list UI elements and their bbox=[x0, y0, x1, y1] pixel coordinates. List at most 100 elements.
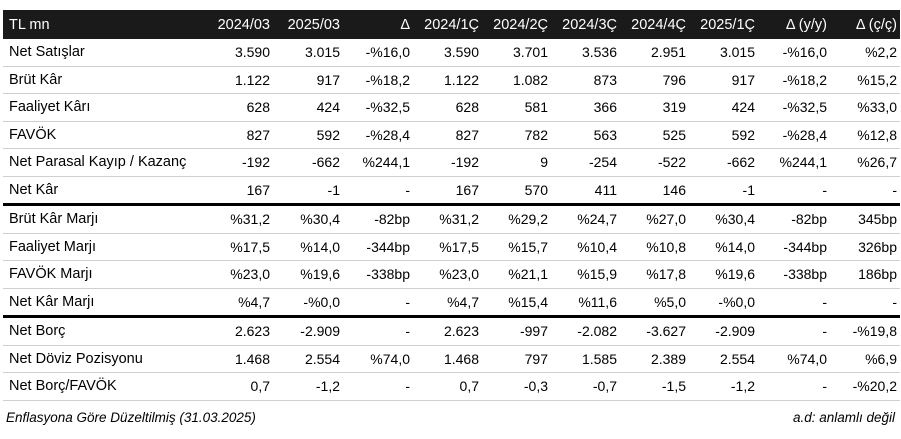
row-label: Brüt Kâr bbox=[3, 66, 203, 94]
table-cell: -997 bbox=[482, 315, 551, 346]
table-cell: - bbox=[758, 315, 830, 346]
table-cell: %33,0 bbox=[830, 93, 900, 122]
table-cell: %5,0 bbox=[620, 288, 689, 317]
table-cell: 917 bbox=[273, 66, 343, 94]
table-cell: 1.468 bbox=[203, 345, 273, 373]
table-cell: -0,3 bbox=[482, 372, 551, 401]
column-header: 2024/2Ç bbox=[482, 10, 551, 39]
table-cell: %2,2 bbox=[830, 39, 900, 67]
table-cell: -192 bbox=[413, 148, 482, 177]
table-cell: %14,0 bbox=[689, 233, 758, 261]
table-cell: - bbox=[830, 288, 900, 317]
table-cell: %21,1 bbox=[482, 260, 551, 289]
column-header: 2024/3Ç bbox=[551, 10, 620, 39]
table-cell: %27,0 bbox=[620, 203, 689, 234]
table-cell: -662 bbox=[689, 148, 758, 177]
table-cell: 167 bbox=[203, 176, 273, 205]
row-label: Faaliyet Marjı bbox=[3, 233, 203, 261]
table-cell: -%20,2 bbox=[830, 372, 900, 401]
table-cell: %74,0 bbox=[343, 345, 413, 373]
table-cell: - bbox=[758, 176, 830, 205]
table-cell: - bbox=[758, 372, 830, 401]
table-cell: -192 bbox=[203, 148, 273, 177]
table-cell: %15,4 bbox=[482, 288, 551, 317]
table-cell: %6,9 bbox=[830, 345, 900, 373]
table-cell: -1,2 bbox=[273, 372, 343, 401]
table-cell: -3.627 bbox=[620, 315, 689, 346]
column-header: Δ bbox=[343, 10, 413, 39]
table-row: Faaliyet Kârı 628 424 -%32,5 628 581 366 319 424… bbox=[3, 93, 900, 122]
table-cell: 2.554 bbox=[273, 345, 343, 373]
table-cell: - bbox=[758, 288, 830, 317]
table-row: Net Parasal Kayıp / Kazanç -192 -662 %244,1… bbox=[3, 148, 900, 177]
table-cell: %31,2 bbox=[413, 203, 482, 234]
table-cell: %17,8 bbox=[620, 260, 689, 289]
table-row: Net Borç/FAVÖK 0,7 -1,2-0,7 -0,3 -0,7 -1,5 -1,… bbox=[3, 372, 900, 401]
table-cell: %23,0 bbox=[203, 260, 273, 289]
table-cell: -%28,4 bbox=[758, 121, 830, 149]
table-cell: -338bp bbox=[343, 260, 413, 289]
table-cell: - bbox=[343, 176, 413, 205]
table-cell: %244,1 bbox=[343, 148, 413, 177]
table-cell: %26,7 bbox=[830, 148, 900, 177]
table-cell: 628 bbox=[413, 93, 482, 122]
footnote-abbreviation: a.d: anlamlı değil bbox=[792, 410, 895, 425]
table-cell: 167 bbox=[413, 176, 482, 205]
table-row: Net Kâr 167 -1-167 570 411 146 -1- - bbox=[3, 176, 900, 205]
table-cell: %17,5 bbox=[413, 233, 482, 261]
table-cell: 3.015 bbox=[273, 39, 343, 67]
table-cell: 326bp bbox=[830, 233, 900, 261]
table-cell: -1 bbox=[273, 176, 343, 205]
table-cell: 366 bbox=[551, 93, 620, 122]
table-cell: %244,1 bbox=[758, 148, 830, 177]
table-cell: 1.585 bbox=[551, 345, 620, 373]
table-row: Brüt Kâr 1.122 917 -%18,2 1.122 1.082 873 796 91… bbox=[3, 66, 900, 94]
table-cell: 563 bbox=[551, 121, 620, 149]
column-header: 2024/03 bbox=[203, 10, 273, 39]
table-cell: 570 bbox=[482, 176, 551, 205]
table-cell: - bbox=[343, 315, 413, 346]
table-cell: %19,6 bbox=[273, 260, 343, 289]
table-cell: %30,4 bbox=[689, 203, 758, 234]
table-cell: 0,7 bbox=[203, 372, 273, 401]
table-cell: 345bp bbox=[830, 203, 900, 234]
table-cell: -1,2 bbox=[689, 372, 758, 401]
table-cell: 827 bbox=[203, 121, 273, 149]
column-header: 2025/03 bbox=[273, 10, 343, 39]
table-cell: 3.701 bbox=[482, 39, 551, 67]
row-label: Net Borç bbox=[3, 315, 203, 346]
table-cell: -2.082 bbox=[551, 315, 620, 346]
row-label: Net Kâr bbox=[3, 176, 203, 205]
row-label: FAVÖK bbox=[3, 121, 203, 149]
table-cell: -%0,0 bbox=[273, 288, 343, 317]
table-cell: -522 bbox=[620, 148, 689, 177]
table-cell: 424 bbox=[273, 93, 343, 122]
row-label: Net Satışlar bbox=[3, 39, 203, 67]
column-header: 2024/1Ç bbox=[413, 10, 482, 39]
table-cell: 186bp bbox=[830, 260, 900, 289]
table-cell: 3.536 bbox=[551, 39, 620, 67]
table-cell: -%16,0 bbox=[758, 39, 830, 67]
table-cell: -%16,0 bbox=[343, 39, 413, 67]
table-cell: -338bp bbox=[758, 260, 830, 289]
table-cell: %15,7 bbox=[482, 233, 551, 261]
table-cell: 9 bbox=[482, 148, 551, 177]
table-row: FAVÖK 827 592 -%28,4 827 782 563 525 592 -%28,4 %1… bbox=[3, 121, 900, 149]
table-cell: -662 bbox=[273, 148, 343, 177]
table-cell: %4,7 bbox=[413, 288, 482, 317]
column-header-label: TL mn bbox=[3, 10, 203, 39]
table-cell: 2.623 bbox=[413, 315, 482, 346]
table-cell: %17,5 bbox=[203, 233, 273, 261]
row-label: FAVÖK Marjı bbox=[3, 260, 203, 289]
table-cell: 873 bbox=[551, 66, 620, 94]
table-cell: %10,4 bbox=[551, 233, 620, 261]
table-cell: 3.590 bbox=[413, 39, 482, 67]
table-cell: -0,7 bbox=[551, 372, 620, 401]
table-row: FAVÖK Marjı %23,0 %19,6 -338bp %23,0 %21,1 %15… bbox=[3, 260, 900, 289]
column-header: 2025/1Ç bbox=[689, 10, 758, 39]
table-cell: 917 bbox=[689, 66, 758, 94]
table-cell: -%19,8 bbox=[830, 315, 900, 346]
table-cell: 1.082 bbox=[482, 66, 551, 94]
table-cell: %30,4 bbox=[273, 203, 343, 234]
